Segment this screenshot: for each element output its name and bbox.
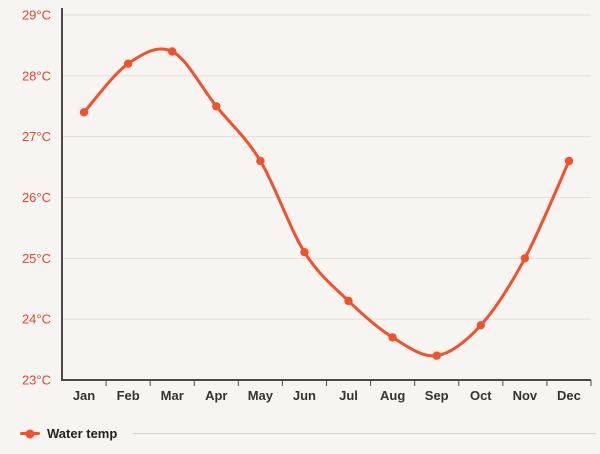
y-axis-label: 25°C <box>22 251 51 266</box>
chart-legend: Water temp <box>20 426 600 441</box>
legend-item-water-temp[interactable]: Water temp <box>20 426 117 441</box>
chart-svg[interactable]: 23°C 24°C 25°C 26°C 27°C 28°C 29°C Jan Feb Mar Apr… <box>0 0 600 414</box>
x-axis-label: Jul <box>339 388 358 403</box>
x-axis-label: Apr <box>205 388 227 403</box>
data-point-marker[interactable] <box>168 47 177 56</box>
data-point-marker[interactable] <box>432 351 441 360</box>
y-axis-label: 28°C <box>22 68 51 83</box>
x-axis-label: Nov <box>513 388 538 403</box>
y-axis-label: 26°C <box>22 190 51 205</box>
legend-label: Water temp <box>47 426 118 441</box>
x-axis-label: Aug <box>380 388 405 403</box>
y-axis-label: 29°C <box>22 8 51 23</box>
x-axis-label: Dec <box>557 388 581 403</box>
x-axis-label: Sep <box>425 388 449 403</box>
x-axis-label: Oct <box>470 388 492 403</box>
x-axis-label: Jan <box>73 388 95 403</box>
data-point-marker[interactable] <box>300 248 309 257</box>
water-temp-line[interactable] <box>82 47 571 358</box>
data-point-marker[interactable] <box>256 156 265 166</box>
x-axis-label: Mar <box>161 388 184 403</box>
data-point-marker[interactable] <box>212 102 221 111</box>
data-point-marker[interactable] <box>123 59 133 68</box>
x-axis-label: May <box>248 388 274 403</box>
data-point-marker[interactable] <box>564 156 574 166</box>
y-axis-label: 23°C <box>22 373 51 388</box>
data-point-marker[interactable] <box>344 296 353 306</box>
y-axis-label: 24°C <box>22 312 51 327</box>
x-axis-label: Jun <box>293 388 316 403</box>
legend-divider <box>133 433 596 434</box>
y-axis-label: 27°C <box>22 129 51 144</box>
data-point-marker[interactable] <box>476 321 485 330</box>
x-axis-label: Feb <box>117 388 140 403</box>
line-series-marker-icon <box>20 432 40 435</box>
data-point-marker[interactable] <box>79 108 89 117</box>
data-point-marker[interactable] <box>388 333 397 342</box>
data-point-marker[interactable] <box>520 254 530 263</box>
